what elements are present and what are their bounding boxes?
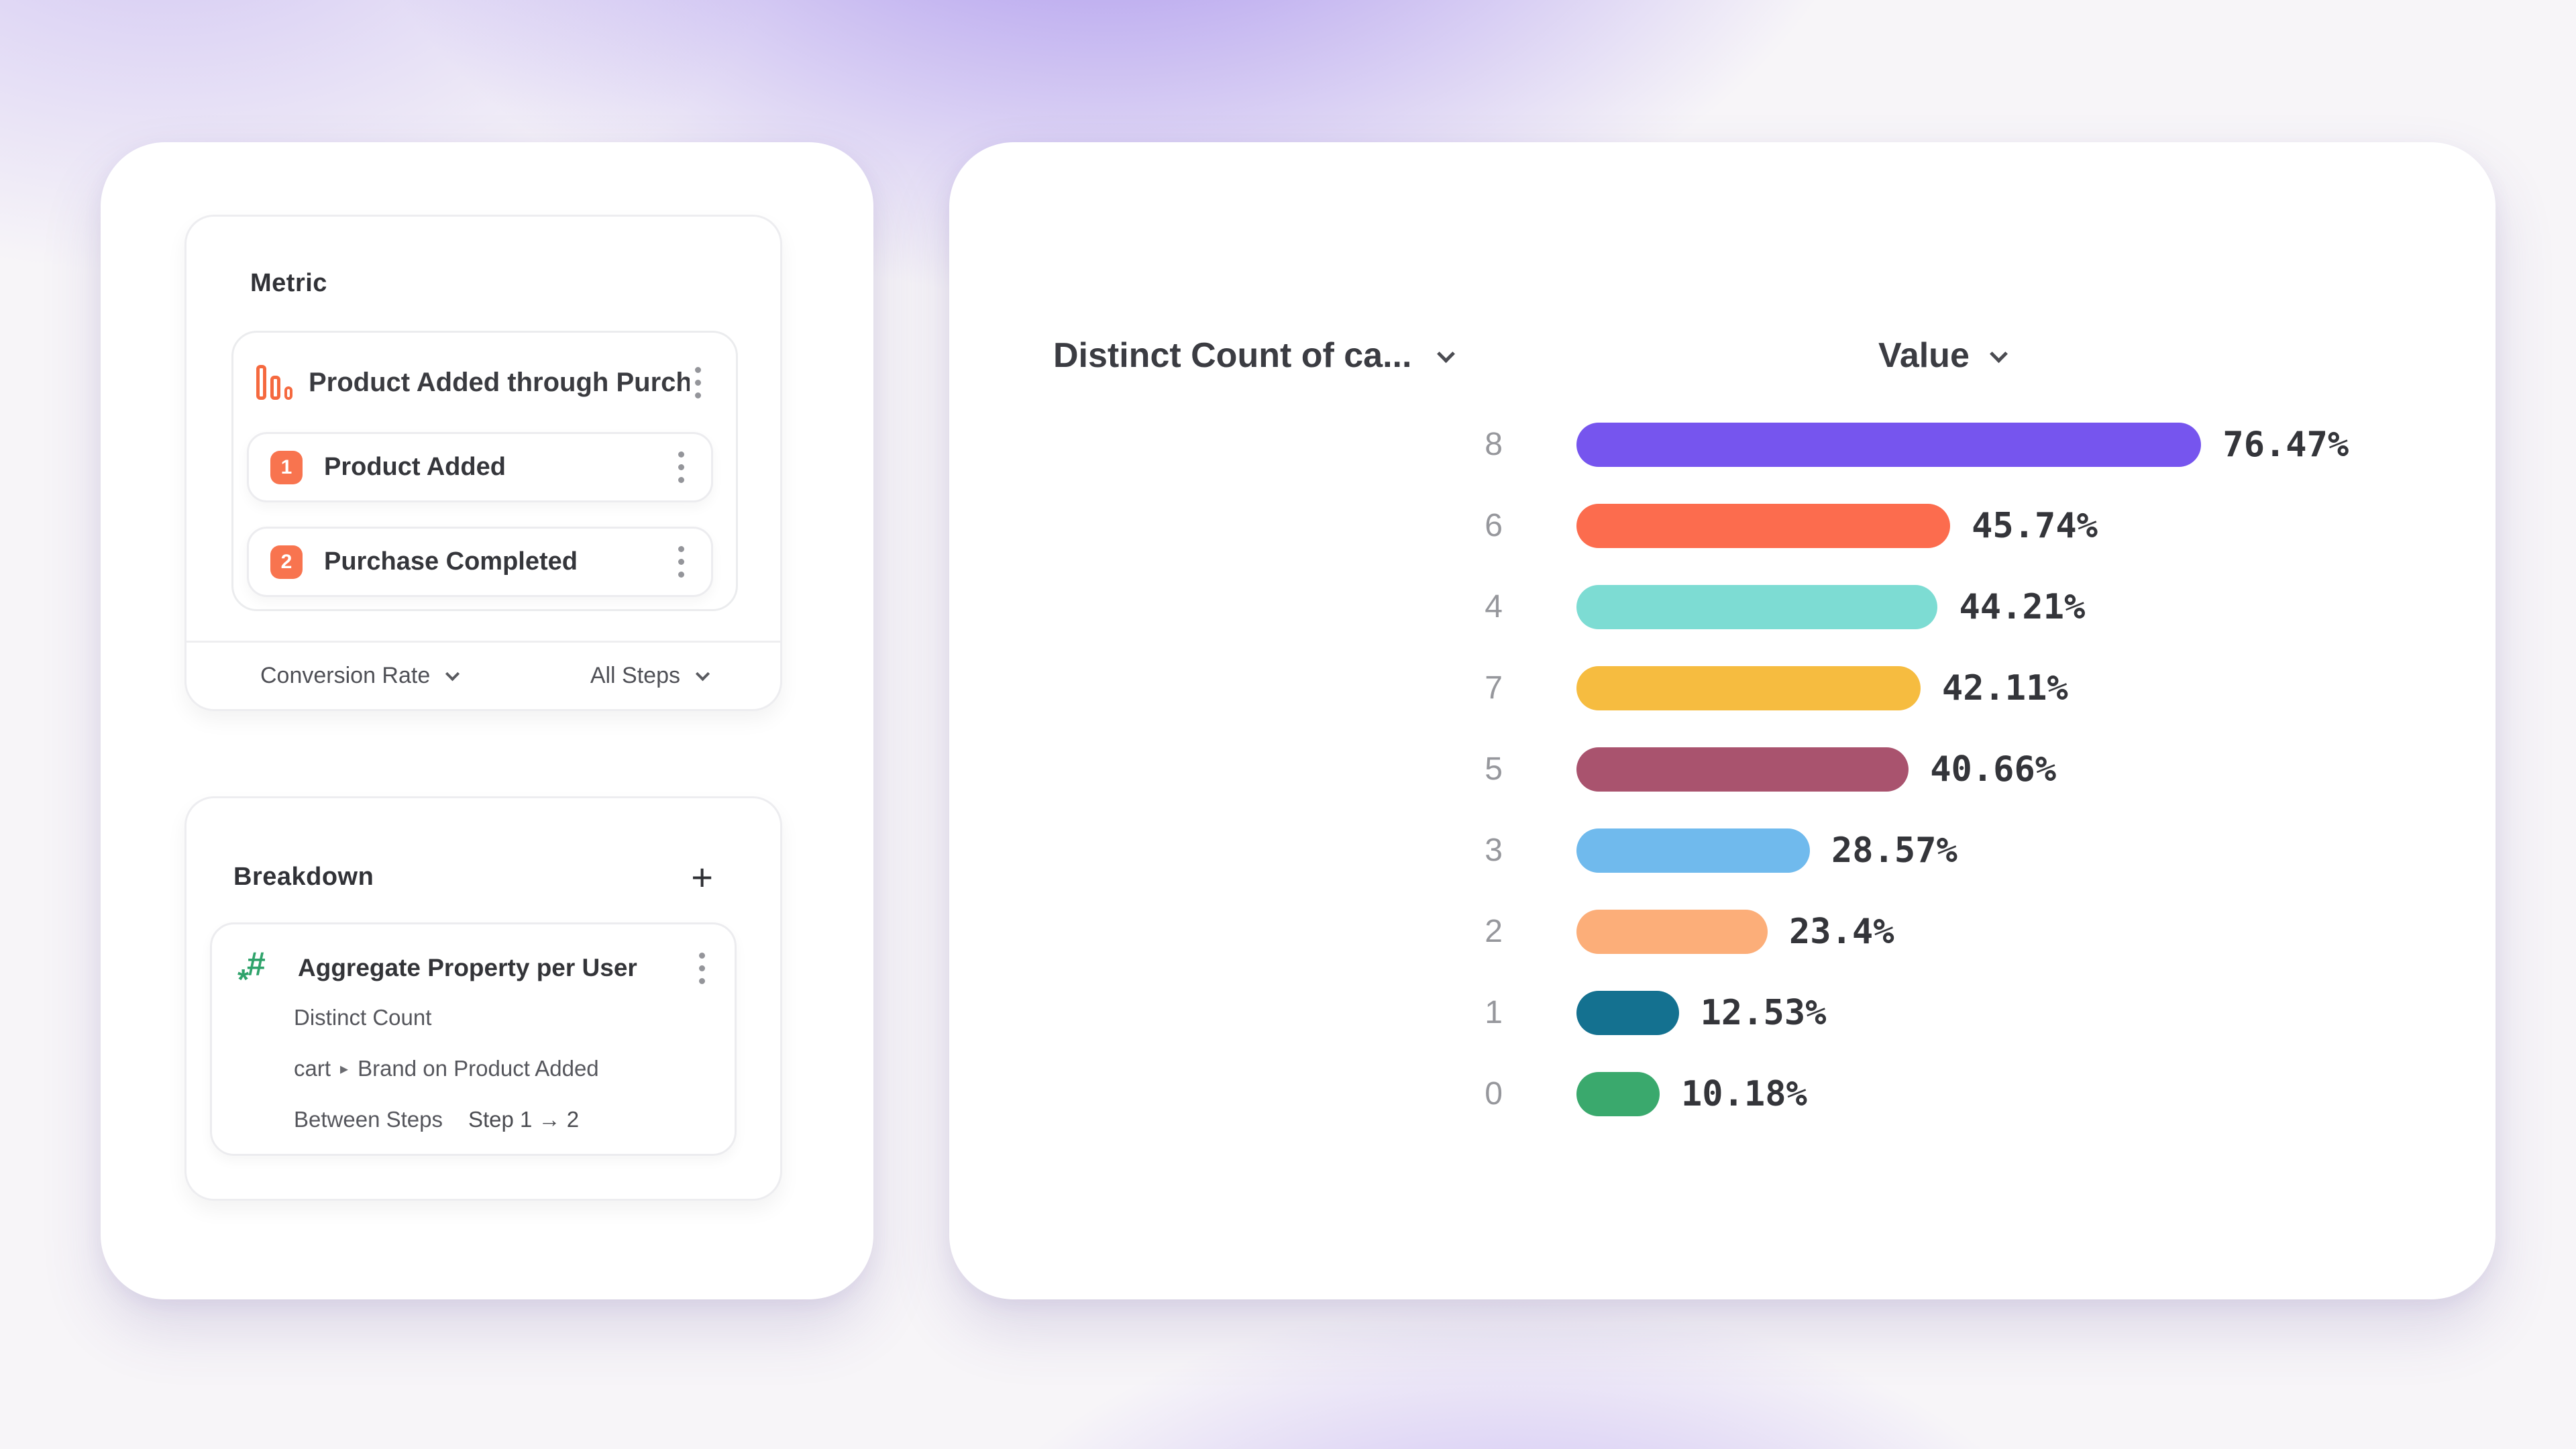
bar-category-label: 2: [1485, 914, 1503, 949]
chevron-down-icon: [445, 667, 460, 682]
bar[interactable]: [1576, 828, 1810, 873]
chevron-down-icon: [695, 667, 710, 682]
breakdown-aggregation[interactable]: Distinct Count: [294, 1005, 432, 1030]
property-prefix: cart: [294, 1056, 331, 1081]
breakdown-card: Breakdown + # * Aggregate Property per Us…: [184, 796, 782, 1201]
bar-value-label: 10.18%: [1680, 1073, 1807, 1114]
bar-value-label: 44.21%: [1959, 586, 2086, 627]
metric-card: Metric Product Added through Purcha... 1…: [184, 215, 782, 711]
chart-row: 6 45.74%: [949, 485, 2496, 566]
bar-category-label: 6: [1485, 508, 1503, 543]
property-hash-icon: # *: [237, 945, 266, 996]
bar-value-label: 28.57%: [1831, 830, 1957, 871]
bar-value-label: 12.53%: [1700, 992, 1827, 1033]
bar[interactable]: [1576, 909, 1768, 954]
funnel-step-1[interactable]: 1 Product Added: [247, 432, 713, 502]
bar[interactable]: [1576, 1071, 1660, 1116]
value-column-header[interactable]: Value: [1878, 335, 2008, 376]
metric-footer: Conversion Rate All Steps: [186, 641, 780, 709]
bar[interactable]: [1576, 584, 1938, 629]
bar-category-label: 1: [1485, 995, 1503, 1030]
value-header-label: Value: [1878, 336, 1970, 375]
bar[interactable]: [1576, 665, 1921, 710]
bar-value-label: 40.66%: [1930, 749, 2057, 790]
bar-category-label: 0: [1485, 1076, 1503, 1112]
chart-row: 2 23.4%: [949, 891, 2496, 972]
bar-category-label: 8: [1485, 427, 1503, 462]
step-2-label[interactable]: Purchase Completed: [324, 547, 578, 576]
chart-row: 5 40.66%: [949, 729, 2496, 810]
add-breakdown-button[interactable]: +: [691, 855, 713, 898]
breakdown-item[interactable]: # * Aggregate Property per User Distinct …: [210, 922, 737, 1156]
metric-title: Metric: [250, 269, 327, 297]
step-2-kebab-menu-icon[interactable]: [673, 541, 690, 583]
bar-category-label: 4: [1485, 589, 1503, 625]
all-steps-label: All Steps: [590, 663, 680, 688]
funnel-metric-icon: [256, 365, 292, 400]
conversion-rate-dropdown[interactable]: Conversion Rate: [260, 663, 460, 689]
breakdown-kebab-menu-icon[interactable]: [694, 947, 710, 989]
bar[interactable]: [1576, 503, 1951, 548]
funnel-title-row[interactable]: Product Added through Purcha...: [233, 333, 736, 432]
chart-row: 3 28.57%: [949, 810, 2496, 891]
category-header-label: Distinct Count of ca...: [1053, 336, 1412, 375]
bar-value-label: 42.11%: [1941, 667, 2068, 708]
bar-value-label: 23.4%: [1789, 911, 1894, 952]
breakdown-item-title[interactable]: Aggregate Property per User: [298, 954, 637, 981]
chart-row: 8 76.47%: [949, 404, 2496, 485]
bar-value-label: 76.47%: [2222, 424, 2349, 465]
all-steps-dropdown[interactable]: All Steps: [590, 663, 710, 689]
query-builder-panel: Metric Product Added through Purcha... 1…: [101, 142, 873, 1299]
category-column-header[interactable]: Distinct Count of ca...: [1053, 335, 1456, 376]
step-2-badge: 2: [270, 545, 303, 579]
chevron-down-icon: [1989, 344, 2008, 363]
bar-category-label: 5: [1485, 751, 1503, 787]
breakdown-title: Breakdown: [233, 863, 374, 891]
conversion-rate-label: Conversion Rate: [260, 663, 431, 688]
breakdown-scope[interactable]: Between Steps Step 1 → 2: [294, 1107, 579, 1132]
step-1-kebab-menu-icon[interactable]: [673, 446, 690, 488]
chart-row: 4 44.21%: [949, 566, 2496, 647]
breakdown-property[interactable]: cart ▸ Brand on Product Added: [294, 1056, 599, 1081]
chevron-down-icon: [1437, 344, 1456, 363]
funnel-metric-group: Product Added through Purcha... 1 Produc…: [231, 331, 738, 611]
step-1-badge: 1: [270, 450, 303, 484]
scope-label: Between Steps: [294, 1107, 443, 1132]
funnel-metric-name[interactable]: Product Added through Purcha...: [309, 367, 690, 397]
bar[interactable]: [1576, 747, 1909, 792]
scope-value: Step 1 → 2: [468, 1107, 580, 1132]
bar-value-label: 45.74%: [1972, 505, 2098, 546]
funnel-step-2[interactable]: 2 Purchase Completed: [247, 527, 713, 597]
chart-panel: Distinct Count of ca... Value 8 76.47% 6…: [949, 142, 2496, 1299]
step-1-label[interactable]: Product Added: [324, 453, 506, 481]
chart-row: 0 10.18%: [949, 1053, 2496, 1134]
property-arrow-icon: ▸: [340, 1060, 349, 1078]
property-name: Brand on Product Added: [358, 1056, 599, 1081]
chart-row: 7 42.11%: [949, 647, 2496, 729]
bar[interactable]: [1576, 990, 1679, 1035]
chart-row: 1 12.53%: [949, 972, 2496, 1053]
funnel-kebab-menu-icon[interactable]: [690, 362, 706, 404]
bar-category-label: 3: [1485, 833, 1503, 868]
bar-category-label: 7: [1485, 670, 1503, 706]
bar[interactable]: [1576, 422, 2202, 467]
chart-rows: 8 76.47% 6 45.74% 4 44.21% 7 42.11% 5 40…: [949, 404, 2496, 1134]
